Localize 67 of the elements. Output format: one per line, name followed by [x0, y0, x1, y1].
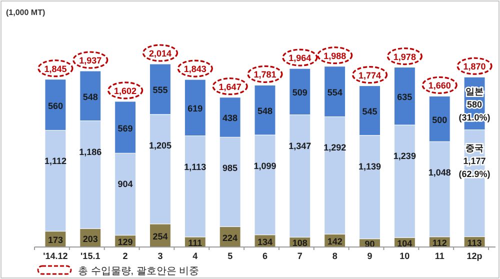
data-label: 545: [362, 106, 378, 117]
total-label: 1,870: [463, 62, 486, 72]
data-label: 619: [188, 104, 203, 114]
total-label: 1,774: [358, 70, 382, 80]
data-label: 555: [152, 85, 168, 96]
total-label: 1,602: [114, 86, 137, 96]
data-label: 1,186: [79, 146, 102, 157]
data-label: 1,139: [358, 161, 382, 172]
data-label: 985: [222, 163, 238, 174]
data-label: 1,099: [254, 160, 276, 171]
x-tick-label: '14.12: [43, 251, 68, 261]
data-label: 142: [327, 236, 342, 247]
x-tick-label: 6: [262, 251, 268, 261]
total-label: 1,988: [324, 50, 346, 61]
x-tick-label: 7: [297, 251, 302, 261]
data-label: 111: [188, 238, 202, 248]
data-label: 1,112: [44, 156, 66, 166]
total-label: 1,964: [288, 53, 312, 64]
x-tick-label: 8: [332, 251, 338, 261]
x-tick-label: '15.1: [80, 251, 100, 261]
series-label: 일본: [466, 86, 484, 96]
data-label: 203: [82, 234, 98, 244]
x-tick-label: 2: [122, 251, 128, 261]
total-label: 1,937: [79, 55, 102, 66]
data-label: 569: [118, 123, 133, 134]
data-label: 554: [327, 88, 342, 98]
data-label: 134: [257, 236, 273, 247]
data-label: 1,177 (62.9%): [458, 156, 490, 179]
total-label: 1,660: [428, 80, 451, 91]
text: (1,000 MT): [6, 8, 46, 17]
x-tick-label: 3: [158, 251, 163, 261]
data-label: 173: [48, 235, 63, 246]
data-label: 509: [292, 88, 308, 98]
x-tick-label: 10: [400, 251, 410, 261]
data-label: 224: [222, 232, 238, 243]
data-label: 500: [432, 114, 448, 125]
data-label: 560: [48, 100, 63, 111]
data-label: 129: [118, 237, 133, 248]
data-label: 1,205: [148, 140, 172, 150]
data-label: 1,239: [393, 150, 416, 161]
data-label: 104: [397, 238, 412, 248]
data-label: 112: [432, 238, 447, 248]
data-label: 254: [152, 231, 168, 242]
data-label: 1,347: [288, 140, 312, 151]
total-label: 1,647: [218, 82, 242, 92]
series-label: 중국: [466, 142, 484, 153]
x-tick-label: 5: [228, 251, 233, 261]
total-label: 1,845: [44, 64, 67, 74]
data-label: 904: [118, 179, 133, 190]
total-label: 1,843: [184, 64, 206, 74]
total-label: 1,781: [254, 70, 276, 80]
text: 총 수입물량, 괄호안은 비중: [78, 266, 200, 277]
x-tick-label: 4: [192, 251, 198, 261]
data-label: 1,113: [184, 162, 206, 172]
x-tick-label: 9: [367, 251, 372, 261]
data-label: 1,048: [428, 168, 451, 178]
data-label: 1,292: [324, 142, 346, 153]
data-label: 108: [292, 238, 308, 248]
total-label: 1,978: [393, 52, 416, 62]
data-label: 635: [397, 92, 412, 102]
data-label: 438: [222, 113, 238, 124]
x-tick-label: 12p: [466, 251, 483, 261]
data-label: 548: [82, 92, 98, 102]
x-tick-label: 11: [434, 251, 444, 261]
data-label: 548: [257, 106, 273, 116]
data-label: 113: [467, 238, 482, 248]
total-label: 2,014: [148, 48, 172, 58]
